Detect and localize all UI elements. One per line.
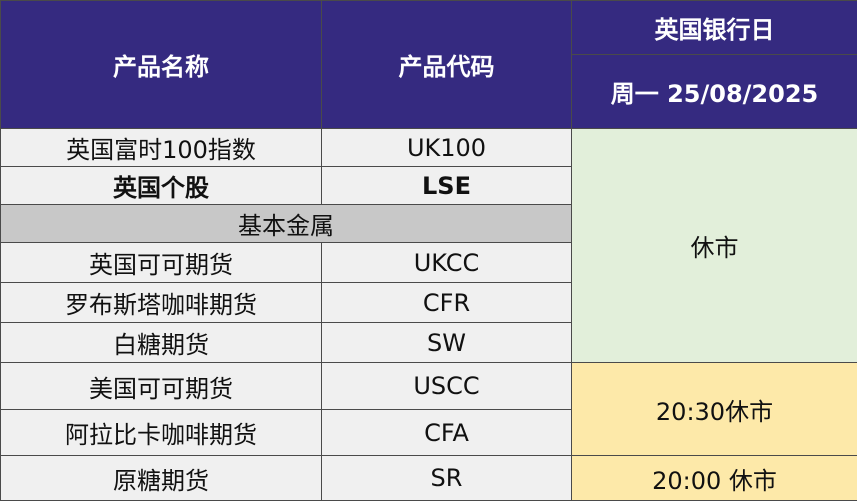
product-name: 原糖期货 — [1, 456, 322, 501]
section-label: 基本金属 — [1, 205, 572, 243]
product-name: 阿拉比卡咖啡期货 — [1, 410, 322, 456]
product-code: SR — [322, 456, 572, 501]
product-code: UK100 — [322, 129, 572, 167]
product-code: UKCC — [322, 243, 572, 283]
product-name: 白糖期货 — [1, 323, 322, 363]
product-name: 英国可可期货 — [1, 243, 322, 283]
table-row: 美国可可期货 USCC 20:30休市 — [1, 363, 857, 410]
status-close-2000: 20:00 休市 — [572, 456, 857, 501]
product-code: CFR — [322, 283, 572, 323]
status-close-2030: 20:30休市 — [572, 363, 857, 456]
product-code: USCC — [322, 363, 572, 410]
table-row: 原糖期货 SR 20:00 休市 — [1, 456, 857, 501]
product-code: LSE — [322, 167, 572, 205]
product-name: 英国个股 — [1, 167, 322, 205]
product-name: 美国可可期货 — [1, 363, 322, 410]
header-product-name: 产品名称 — [1, 1, 322, 129]
header-holiday-date: 周一 25/08/2025 — [572, 55, 857, 129]
table-row: 英国富时100指数 UK100 休市 — [1, 129, 857, 167]
header-holiday-title: 英国银行日 — [572, 1, 857, 55]
product-name: 英国富时100指数 — [1, 129, 322, 167]
product-code: CFA — [322, 410, 572, 456]
status-closed: 休市 — [572, 129, 857, 363]
product-code: SW — [322, 323, 572, 363]
product-name: 罗布斯塔咖啡期货 — [1, 283, 322, 323]
header-product-code: 产品代码 — [322, 1, 572, 129]
